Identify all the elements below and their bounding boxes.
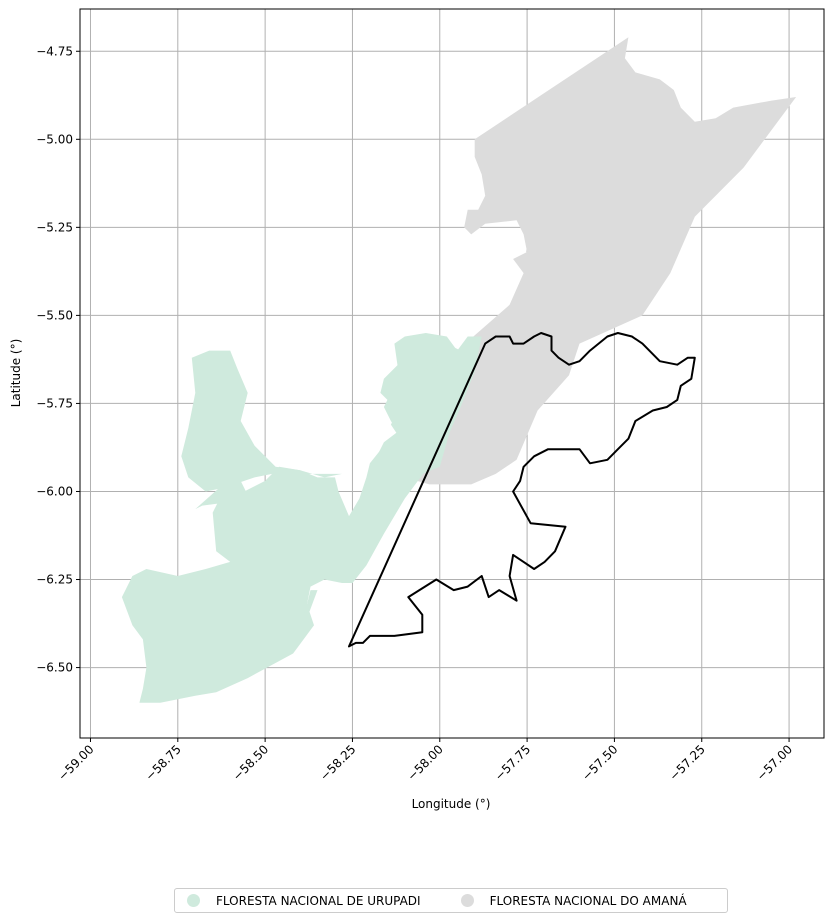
x-tick-label: −59.00	[55, 742, 96, 783]
y-tick-label: −5.50	[36, 308, 73, 322]
legend-item-amana: FLORESTA NACIONAL DO AMANÁ	[460, 893, 687, 908]
x-tick-label: −58.00	[405, 742, 446, 783]
y-tick-label: −5.75	[36, 396, 73, 410]
legend-marker-urupadi	[187, 894, 200, 907]
legend-item-urupadi: FLORESTA NACIONAL DE URUPADI	[187, 894, 421, 908]
y-tick-label: −5.25	[36, 220, 73, 234]
x-tick-label: −57.50	[579, 742, 620, 783]
x-tick-label: −58.50	[230, 742, 271, 783]
x-tick-label: −57.75	[492, 742, 533, 783]
urupadi-region	[376, 343, 475, 474]
x-tick-label: −57.00	[754, 742, 795, 783]
legend-label-urupadi: FLORESTA NACIONAL DE URUPADI	[216, 893, 421, 908]
x-tick-label: −57.25	[667, 742, 708, 783]
urupadi-region	[300, 590, 318, 626]
legend-marker-amana	[460, 894, 474, 907]
x-tick-label: −58.25	[317, 742, 358, 783]
plot-frame	[79, 8, 825, 739]
y-tick-label: −5.00	[36, 132, 73, 146]
boundary-outline	[348, 332, 696, 648]
map-layers	[121, 37, 797, 703]
y-tick-label: −6.50	[36, 661, 73, 675]
amana-region	[390, 37, 797, 485]
y-tick-label: −6.00	[36, 484, 73, 498]
urupadi-region	[181, 350, 342, 492]
y-tick-label: −4.75	[36, 44, 73, 58]
y-tick-label: −6.25	[36, 573, 73, 587]
legend-label-amana: FLORESTA NACIONAL DO AMANÁ	[489, 893, 687, 908]
urupadi-region	[121, 336, 482, 703]
x-axis-label: Longitude (°)	[412, 797, 491, 811]
x-tick-label: −58.75	[143, 742, 184, 783]
urupadi-region	[195, 473, 248, 510]
y-axis-label: Latitude (°)	[9, 339, 23, 408]
legend: FLORESTA NACIONAL DE URUPADI FLORESTA NA…	[174, 888, 728, 913]
urupadi-region	[394, 333, 458, 372]
